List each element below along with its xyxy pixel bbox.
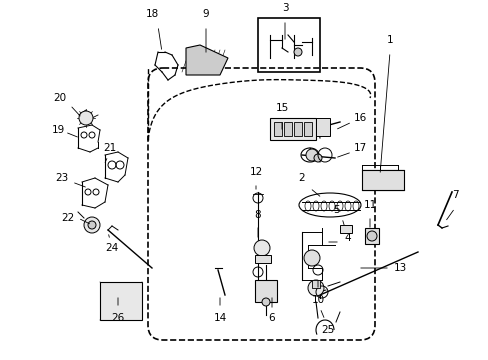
Circle shape — [304, 250, 319, 266]
Bar — [304, 122, 311, 136]
Text: 16: 16 — [353, 113, 366, 123]
Text: 10: 10 — [311, 295, 324, 305]
Bar — [284, 122, 291, 136]
Text: 23: 23 — [55, 173, 68, 183]
Bar — [364, 228, 378, 244]
Bar — [273, 122, 282, 136]
Bar — [269, 118, 315, 140]
Bar — [339, 225, 351, 233]
Text: 20: 20 — [53, 93, 66, 103]
Circle shape — [79, 111, 93, 125]
Circle shape — [84, 217, 100, 233]
Bar — [254, 255, 270, 263]
Bar — [361, 170, 403, 190]
Bar — [311, 280, 319, 288]
Bar — [100, 282, 142, 320]
Text: 18: 18 — [145, 9, 158, 19]
Text: 5: 5 — [332, 205, 339, 215]
Polygon shape — [185, 45, 227, 75]
Circle shape — [307, 280, 324, 296]
Bar — [254, 280, 276, 302]
Text: 3: 3 — [281, 3, 288, 13]
Text: 11: 11 — [363, 200, 376, 210]
Text: 2: 2 — [298, 173, 305, 183]
Circle shape — [305, 149, 317, 161]
Text: 15: 15 — [275, 103, 288, 113]
Text: 12: 12 — [249, 167, 262, 177]
Text: 1: 1 — [386, 35, 392, 45]
Text: 24: 24 — [105, 243, 119, 253]
Text: 14: 14 — [213, 313, 226, 323]
Text: 22: 22 — [61, 213, 75, 223]
Text: 6: 6 — [268, 313, 275, 323]
Text: 13: 13 — [392, 263, 406, 273]
Bar — [293, 122, 302, 136]
Text: 19: 19 — [51, 125, 64, 135]
Bar — [258, 18, 319, 72]
Text: 9: 9 — [202, 9, 209, 19]
Circle shape — [366, 231, 376, 241]
Text: 17: 17 — [353, 143, 366, 153]
Text: 21: 21 — [103, 143, 116, 153]
Circle shape — [262, 298, 269, 306]
Circle shape — [253, 240, 269, 256]
Bar — [315, 118, 329, 136]
Text: 4: 4 — [344, 233, 350, 243]
Circle shape — [88, 221, 96, 229]
Text: 7: 7 — [451, 190, 457, 200]
Text: 8: 8 — [254, 210, 261, 220]
Text: 25: 25 — [321, 325, 334, 335]
Circle shape — [313, 154, 321, 162]
Text: 26: 26 — [111, 313, 124, 323]
Circle shape — [293, 48, 302, 56]
